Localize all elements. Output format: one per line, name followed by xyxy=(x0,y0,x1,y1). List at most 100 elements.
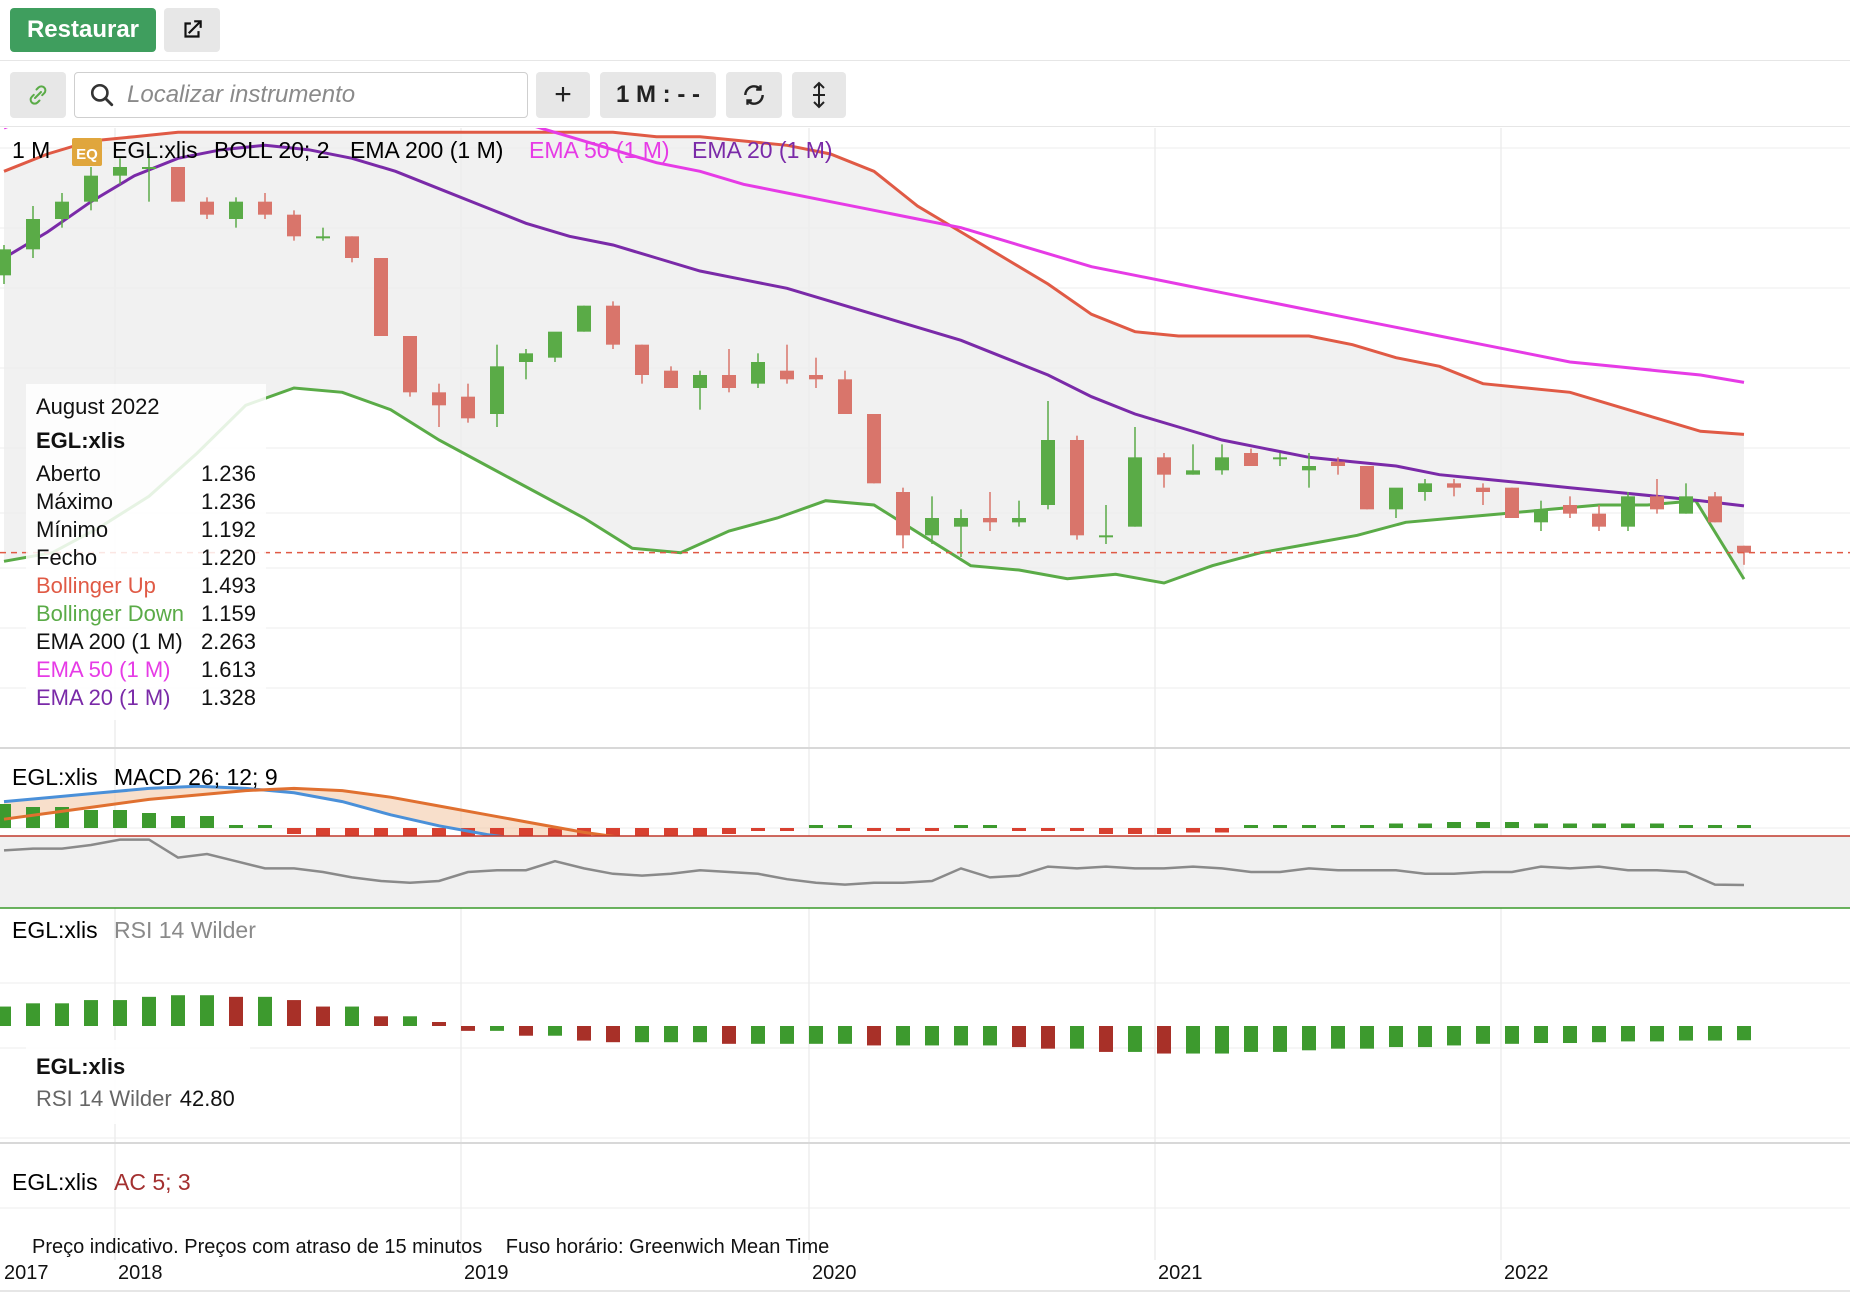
macd-bar-28 xyxy=(809,825,823,828)
candle-21 xyxy=(606,301,620,349)
candle-31 xyxy=(896,487,910,549)
candle-28 xyxy=(809,357,823,388)
search-icon xyxy=(90,83,114,107)
candle-39 xyxy=(1128,427,1142,527)
ac-bar-8 xyxy=(229,996,243,1026)
candle-body xyxy=(55,201,69,219)
tooltip-rows: Aberto 1.236 Máximo 1.236 Mínimo 1.192 Fecho 1.… xyxy=(26,460,266,712)
candle-body xyxy=(1476,487,1490,492)
macd-bar-34 xyxy=(983,825,997,828)
rsi-tooltip-symbol: EGL:xlis xyxy=(36,1054,126,1079)
candle-41 xyxy=(1186,444,1200,475)
ac-bar-17 xyxy=(490,1026,504,1031)
add-button[interactable]: + xyxy=(536,72,590,118)
tooltip-row-label: Aberto xyxy=(36,461,101,486)
restore-button[interactable]: Restaurar xyxy=(10,8,156,52)
macd-bar-59 xyxy=(1708,825,1722,828)
candle-body xyxy=(200,201,214,215)
macd-bar-7 xyxy=(200,816,214,828)
refresh-icon[interactable] xyxy=(726,72,782,118)
macd-bar-54 xyxy=(1563,823,1577,828)
ac-bar-26 xyxy=(751,1026,765,1044)
ac-symbol: EGL:xlis xyxy=(12,1169,98,1195)
macd-bar-3 xyxy=(84,810,98,828)
ac-bar-59 xyxy=(1708,1026,1722,1041)
candle-54 xyxy=(1563,496,1577,518)
footer-note: Preço indicativo. Preços com atraso de 1… xyxy=(32,1236,829,1259)
candle-body xyxy=(1302,466,1316,471)
ac-bar-35 xyxy=(1012,1026,1026,1048)
candle-26 xyxy=(751,353,765,388)
macd-bar-40 xyxy=(1157,828,1171,834)
macd-bar-10 xyxy=(287,828,301,834)
ac-bar-0 xyxy=(0,1006,11,1026)
candle-25 xyxy=(722,349,736,393)
ac-bar-36 xyxy=(1041,1026,1055,1049)
candle-6 xyxy=(171,167,185,202)
rsi-tooltip-value: 42.80 xyxy=(179,1086,235,1111)
candle-7 xyxy=(200,197,214,219)
link-icon[interactable] xyxy=(10,72,66,118)
search-input[interactable] xyxy=(125,80,509,110)
timezone-note: Fuso horário: Greenwich Mean Time xyxy=(505,1236,830,1258)
candle-body xyxy=(983,518,997,523)
candle-19 xyxy=(548,331,562,362)
candle-body xyxy=(1244,453,1258,466)
candle-22 xyxy=(635,344,649,384)
candle-body xyxy=(1215,457,1229,471)
candle-16 xyxy=(461,383,475,423)
candle-48 xyxy=(1389,487,1403,518)
candle-4 xyxy=(113,158,127,185)
ac-bar-48 xyxy=(1389,1026,1403,1048)
candle-49 xyxy=(1418,479,1432,501)
bottom-divider xyxy=(0,1290,1850,1292)
candle-body xyxy=(1650,496,1664,510)
ac-bar-1 xyxy=(26,1003,40,1026)
candle-34 xyxy=(983,492,997,531)
candle-59 xyxy=(1708,492,1722,523)
macd-label: MACD 26; 12; 9 xyxy=(114,764,278,790)
candle-42 xyxy=(1215,444,1229,475)
macd-bar-30 xyxy=(867,828,881,831)
candle-1 xyxy=(26,206,40,258)
macd-bar-48 xyxy=(1389,823,1403,828)
candle-body xyxy=(722,375,736,388)
candle-body xyxy=(1157,457,1171,475)
macd-bar-8 xyxy=(229,825,243,828)
ac-bar-5 xyxy=(142,996,156,1026)
macd-bar-33 xyxy=(954,825,968,828)
macd-bar-24 xyxy=(693,828,707,837)
external-link-icon[interactable] xyxy=(164,8,220,52)
tooltip-row-value: 1.236 xyxy=(200,489,256,514)
candle-body xyxy=(490,366,504,414)
tooltip-row-label: Bollinger Down xyxy=(36,601,184,626)
candle-10 xyxy=(287,210,301,241)
ac-bar-27 xyxy=(780,1026,794,1044)
candle-8 xyxy=(229,197,243,228)
macd-bar-5 xyxy=(142,813,156,828)
ac-bar-51 xyxy=(1476,1026,1490,1044)
ac-bar-30 xyxy=(867,1026,881,1046)
search-field[interactable] xyxy=(74,72,528,118)
macd-bar-35 xyxy=(1012,828,1026,831)
candle-15 xyxy=(432,383,446,427)
ac-histogram xyxy=(0,995,1751,1054)
candle-body xyxy=(374,258,388,336)
macd-bar-60 xyxy=(1737,825,1751,828)
ac-label: AC 5; 3 xyxy=(114,1169,191,1195)
ac-bar-11 xyxy=(316,1006,330,1026)
chart-canvas[interactable]: 1 M EQ EGL:xlis BOLL 20; 2 EMA 200 (1 M)… xyxy=(0,128,1850,1260)
vertical-expand-icon[interactable] xyxy=(792,72,846,118)
candle-body xyxy=(1563,505,1577,514)
tooltip-row: EMA 20 (1 M) 1.328 xyxy=(26,684,266,712)
candle-body xyxy=(142,167,156,169)
candle-9 xyxy=(258,193,272,219)
macd-bar-27 xyxy=(780,828,794,831)
tooltip-row: Aberto 1.236 xyxy=(26,460,266,488)
macd-bar-9 xyxy=(258,825,272,828)
year-label: 2017 xyxy=(4,1262,49,1284)
ema50-label: EMA 50 (1 M) xyxy=(529,137,670,163)
macd-bar-45 xyxy=(1302,825,1316,828)
ac-bar-3 xyxy=(84,1000,98,1026)
interval-selector[interactable]: 1 M : - - xyxy=(600,72,716,118)
